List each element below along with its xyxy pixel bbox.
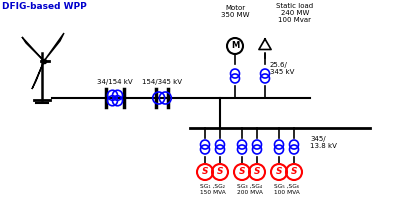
Text: 345/
13.8 kV: 345/ 13.8 kV — [310, 135, 337, 148]
Text: S: S — [202, 168, 208, 176]
Text: S: S — [291, 168, 297, 176]
Text: S: S — [254, 168, 260, 176]
Text: Static load
240 MW
100 Mvar: Static load 240 MW 100 Mvar — [276, 3, 314, 23]
Text: 25.6/
345 kV: 25.6/ 345 kV — [270, 62, 294, 74]
Text: SG₃ ,SG₄
200 MVA: SG₃ ,SG₄ 200 MVA — [236, 184, 262, 195]
Text: 154/345 kV: 154/345 kV — [142, 79, 182, 85]
Text: S: S — [239, 168, 245, 176]
Text: DFIG-based WPP: DFIG-based WPP — [2, 2, 87, 11]
Polygon shape — [44, 33, 64, 61]
Text: S: S — [217, 168, 223, 176]
Text: S: S — [276, 168, 282, 176]
Text: SG₅ ,SG₆
100 MVA: SG₅ ,SG₆ 100 MVA — [274, 184, 299, 195]
Polygon shape — [32, 61, 44, 89]
Text: SG₁ ,SG₂
150 MVA: SG₁ ,SG₂ 150 MVA — [200, 184, 225, 195]
Polygon shape — [22, 37, 44, 61]
Text: M: M — [231, 42, 239, 50]
Text: Motor
350 MW: Motor 350 MW — [221, 5, 249, 18]
Text: 34/154 kV: 34/154 kV — [97, 79, 133, 85]
